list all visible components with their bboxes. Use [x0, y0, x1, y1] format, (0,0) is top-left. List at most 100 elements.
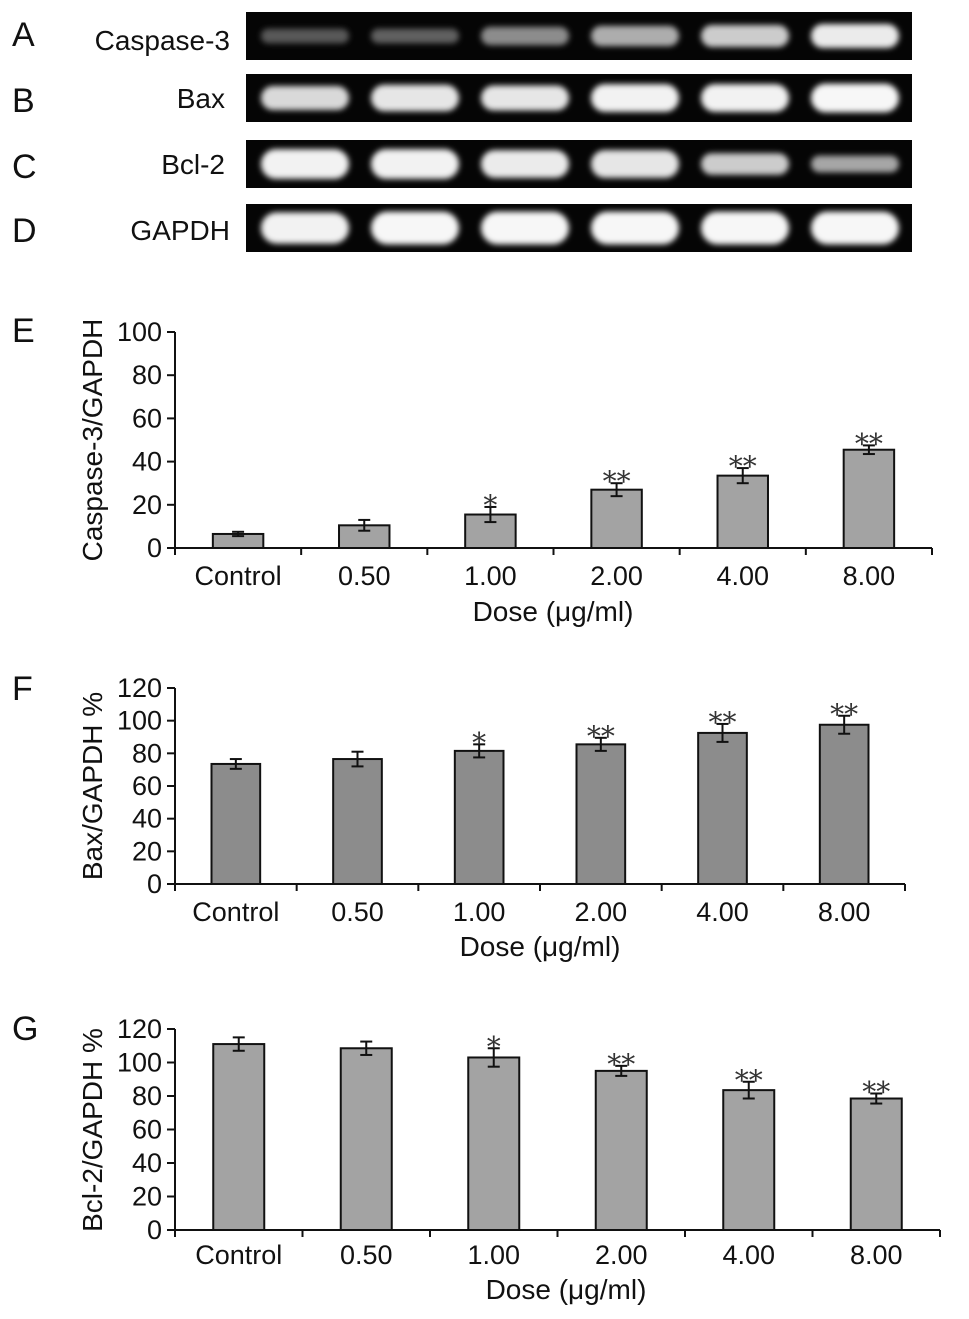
x-tick-label: Control: [195, 561, 282, 591]
bar: [849, 1097, 903, 1231]
gel-band: [811, 24, 899, 48]
y-tick-label: 40: [132, 804, 162, 834]
gel-strip-caspase3: [246, 12, 912, 60]
gel-label-bax: Bax: [177, 83, 225, 114]
panel-letter-g: G: [12, 1010, 38, 1048]
gel-band: [591, 84, 679, 112]
x-tick-label: 4.00: [716, 561, 769, 591]
gel-panel-c: C Bcl-2: [12, 140, 912, 188]
y-tick-label: 0: [147, 1215, 162, 1245]
panel-letter-a: A: [12, 16, 35, 54]
gel-band: [481, 26, 569, 46]
x-axis-title: Dose (μg/ml): [460, 931, 621, 962]
significance-marker: **: [862, 1075, 890, 1108]
gel-band: [701, 84, 789, 112]
gel-band: [371, 211, 459, 245]
bar: [212, 1043, 266, 1231]
gel-label-caspase3: Caspase-3: [95, 25, 230, 56]
bar: [716, 474, 769, 550]
x-axis-title: Dose (μg/ml): [486, 1274, 647, 1305]
bar: [590, 488, 643, 549]
x-tick-label: 8.00: [843, 561, 896, 591]
x-tick-label: 0.50: [340, 1240, 393, 1270]
significance-marker: **: [587, 720, 615, 753]
significance-marker: **: [603, 465, 631, 498]
y-tick-label: 20: [132, 1182, 162, 1212]
gel-band: [371, 149, 459, 179]
y-tick-label: 120: [117, 1014, 162, 1044]
bar: [842, 448, 896, 549]
gel-band: [481, 211, 569, 245]
x-tick-label: Control: [195, 1240, 282, 1270]
significance-marker: **: [735, 1064, 763, 1097]
x-tick-label: Control: [192, 897, 279, 927]
gel-band: [591, 211, 679, 245]
gel-band: [261, 212, 349, 244]
bar: [594, 1069, 648, 1231]
gel-band: [261, 28, 349, 44]
significance-marker: **: [607, 1048, 635, 1081]
gel-band: [701, 211, 789, 245]
gel-panel-b: B Bax: [12, 74, 912, 122]
y-tick-label: 60: [132, 771, 162, 801]
bar: [453, 749, 505, 886]
gel-band: [811, 155, 899, 173]
y-tick-label: 80: [132, 738, 162, 768]
panel-letter-b: B: [12, 82, 35, 120]
gel-band: [811, 83, 899, 113]
panel-letter-d: D: [12, 212, 37, 250]
significance-marker: **: [709, 706, 737, 739]
bar-chart-caspase3: E Caspase-3/GAPDH Dose (μg/ml) 0 20 40 60 80…: [12, 312, 933, 627]
bar: [210, 762, 262, 886]
significance-marker: **: [729, 450, 757, 483]
panel-letter-e: E: [12, 312, 35, 350]
gel-strip-gapdh: [246, 204, 912, 252]
y-tick-label: 80: [132, 1081, 162, 1111]
bar: [467, 1056, 521, 1231]
x-tick-label: 1.00: [453, 897, 506, 927]
x-tick-label: 2.00: [590, 561, 643, 591]
significance-marker: **: [830, 698, 858, 731]
bar: [575, 743, 627, 885]
gel-band: [371, 28, 459, 44]
gel-band: [261, 149, 349, 179]
bar: [722, 1089, 776, 1231]
x-axis-title: Dose (μg/ml): [473, 596, 634, 627]
y-axis-title: Bax/GAPDH %: [77, 692, 108, 880]
bar-chart-bax: F Bax/GAPDH % Dose (μg/ml) 0204060801001…: [12, 670, 906, 962]
gel-band: [481, 85, 569, 111]
gel-strip-bax: [246, 74, 912, 122]
gel-band: [261, 86, 349, 110]
y-tick-label: 60: [132, 1115, 162, 1145]
x-tick-label: 0.50: [331, 897, 384, 927]
gel-band: [811, 211, 899, 245]
y-tick-label: 100: [117, 1048, 162, 1078]
gel-panel-d: D GAPDH: [12, 204, 912, 252]
y-axis-title: Bcl-2/GAPDH %: [77, 1028, 108, 1232]
gel-band: [371, 84, 459, 112]
y-tick-label: 100: [117, 706, 162, 736]
x-tick-label: 1.00: [464, 561, 517, 591]
x-tick-label: 1.00: [467, 1240, 520, 1270]
y-tick-label: 0: [147, 533, 162, 563]
gel-band: [701, 153, 789, 175]
gel-panels: A Caspase-3 B Bax C Bcl-2 D GAPDH: [12, 12, 912, 252]
gel-band: [701, 24, 789, 48]
gel-label-bcl2: Bcl-2: [161, 149, 225, 180]
x-tick-label: 8.00: [818, 897, 871, 927]
y-tick-label: 20: [132, 490, 162, 520]
significance-marker: **: [855, 427, 883, 460]
y-tick-label: 60: [132, 403, 162, 433]
significance-marker: *: [487, 1030, 501, 1063]
x-tick-label: 4.00: [696, 897, 749, 927]
gel-band: [591, 25, 679, 47]
gel-label-gapdh: GAPDH: [130, 215, 230, 246]
significance-marker: *: [483, 489, 497, 522]
bar: [818, 723, 870, 885]
y-tick-label: 40: [132, 1148, 162, 1178]
y-tick-label: 20: [132, 836, 162, 866]
bar: [339, 1047, 393, 1231]
x-tick-label: 4.00: [722, 1240, 775, 1270]
